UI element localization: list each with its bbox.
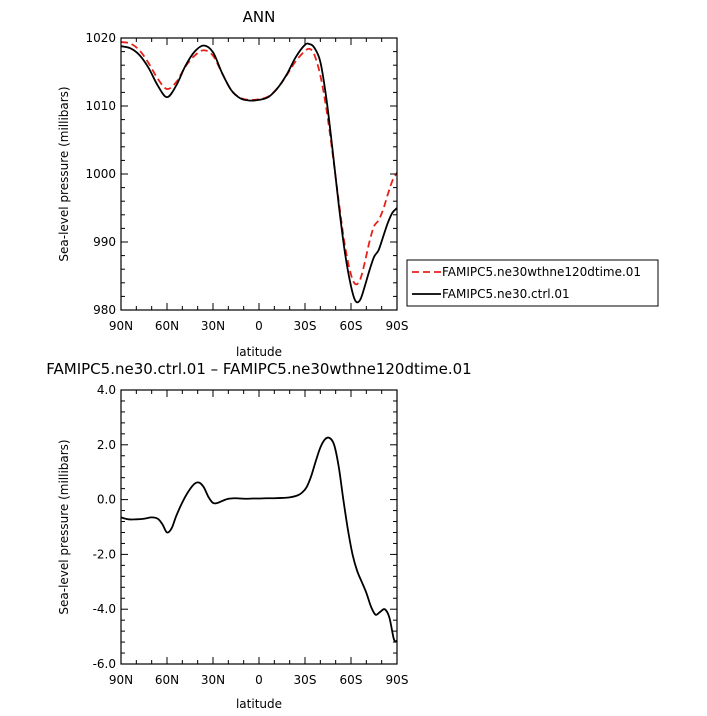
- legend: FAMIPC5.ne30wthne120dtime.01 FAMIPC5.ne30…: [406, 259, 659, 307]
- x-tick-label: 90S: [386, 673, 409, 687]
- x-axis-label: latitude: [236, 345, 282, 359]
- y-tick-label: -6.0: [93, 657, 116, 671]
- y-tick-label: 2.0: [97, 438, 116, 452]
- y-tick-label: -2.0: [93, 547, 116, 561]
- y-tick-label: 990: [93, 235, 116, 249]
- y-axis-label: Sea-level pressure (millibars): [57, 439, 71, 614]
- plot-frame: [120, 389, 398, 665]
- bottom-panel: FAMIPC5.ne30.ctrl.01 – FAMIPC5.ne30wthne…: [46, 360, 471, 711]
- x-tick-label: 30N: [201, 319, 225, 333]
- series-line-2: [121, 42, 397, 304]
- plot-frame: [120, 37, 398, 311]
- y-axis-label: Sea-level pressure (millibars): [57, 86, 71, 261]
- series-line-1: [121, 41, 397, 286]
- x-tick-label: 90N: [109, 319, 133, 333]
- x-tick-label: 0: [255, 319, 263, 333]
- x-axis-label: latitude: [236, 697, 282, 711]
- y-tick-label: -4.0: [93, 602, 116, 616]
- x-tick-label: 60N: [155, 319, 179, 333]
- top-panel: ANN 90N 60N 30N 0 30S 60S 90S 980 990 1000 1010 1020…: [57, 8, 659, 359]
- y-tick-label: 1020: [85, 31, 116, 45]
- legend-label-1: FAMIPC5.ne30wthne120dtime.01: [442, 265, 641, 279]
- x-tick-label: 90N: [109, 673, 133, 687]
- series-line-1: [121, 436, 397, 643]
- x-tick-label: 30N: [201, 673, 225, 687]
- legend-box: [406, 259, 659, 307]
- x-tick-label: 90S: [386, 319, 409, 333]
- y-tick-label: 4.0: [97, 383, 116, 397]
- x-tick-label: 0: [255, 673, 263, 687]
- x-tick-label: 30S: [294, 319, 317, 333]
- x-tick-label: 60N: [155, 673, 179, 687]
- legend-label-2: FAMIPC5.ne30.ctrl.01: [442, 287, 570, 301]
- chart-title: FAMIPC5.ne30.ctrl.01 – FAMIPC5.ne30wthne…: [46, 360, 471, 378]
- y-tick-label: 0.0: [97, 493, 116, 507]
- y-tick-label: 980: [93, 303, 116, 317]
- y-tick-label: 1010: [85, 99, 116, 113]
- x-tick-label: 30S: [294, 673, 317, 687]
- x-tick-label: 60S: [340, 673, 363, 687]
- chart-title: ANN: [243, 8, 276, 26]
- x-tick-label: 60S: [340, 319, 363, 333]
- y-tick-label: 1000: [85, 167, 116, 181]
